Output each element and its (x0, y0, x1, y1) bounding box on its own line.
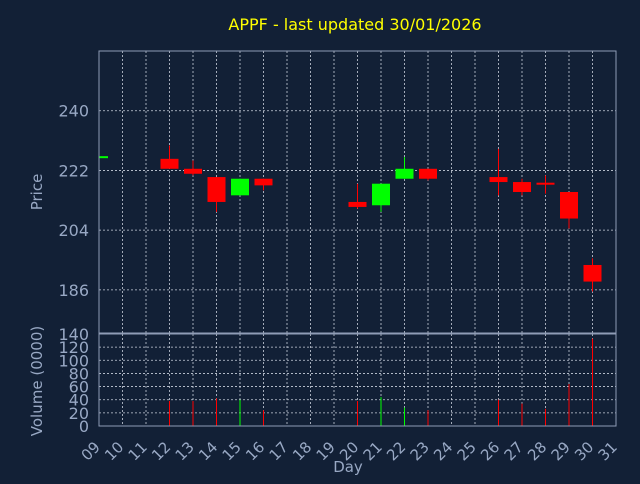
candle-body (536, 182, 555, 185)
volume-y-tick-label: 80 (69, 364, 89, 383)
candle-23 (419, 168, 437, 181)
x-tick-label: 26 (477, 438, 503, 464)
candle-body (583, 264, 602, 282)
volume-y-tick-label: 40 (69, 391, 89, 410)
candle-09 (99, 156, 108, 159)
candle-22 (395, 157, 414, 179)
candle-29 (560, 192, 578, 229)
x-tick-label: 17 (266, 438, 292, 464)
price-candles (99, 145, 602, 292)
x-tick-label: 23 (407, 438, 433, 464)
price-y-tick-label: 222 (58, 161, 89, 180)
volume-y-tick-label: 20 (69, 404, 89, 423)
candle-body (99, 156, 108, 159)
x-tick-label: 24 (430, 438, 456, 464)
x-tick-label: 12 (148, 438, 174, 464)
price-y-tick-label: 204 (58, 221, 89, 240)
price-y-tick-label: 240 (58, 102, 89, 121)
volume-bars (169, 338, 593, 426)
volume-plot-frame (98, 333, 617, 427)
x-tick-label: 14 (195, 438, 221, 464)
x-tick-label: 30 (571, 438, 597, 464)
candle-body (348, 201, 367, 207)
x-tick-label: 16 (242, 438, 268, 464)
volume-y-tick-label: 120 (58, 338, 89, 357)
candle-body (231, 178, 249, 196)
candle-body (560, 192, 578, 219)
x-tick-label: 09 (78, 438, 104, 464)
candle-27 (513, 178, 531, 196)
x-tick-label: 29 (548, 438, 574, 464)
volume-y-tick-label: 0 (79, 417, 89, 436)
x-tick-label: 31 (595, 438, 621, 464)
x-tick-label: 25 (454, 438, 480, 464)
price-y-tick-labels: 186 204 222 240 (58, 102, 89, 300)
candle-21 (372, 183, 390, 212)
chart-title: APPF - last updated 30/01/2026 (228, 15, 481, 34)
price-plot-frame (98, 50, 617, 334)
candle-12 (160, 145, 179, 169)
x-tick-label: 27 (501, 438, 527, 464)
candle-body (207, 177, 226, 202)
volume-axis-label: Volume (0000) (28, 326, 46, 436)
candle-body (513, 182, 531, 192)
x-tick-label: 11 (125, 438, 151, 464)
candle-15 (231, 178, 249, 196)
candle-30 (583, 258, 602, 292)
volume-y-tick-label: 60 (69, 378, 89, 397)
candle-body (184, 168, 202, 174)
candle-body (419, 168, 437, 179)
candle-body (489, 177, 508, 183)
x-tick-label: 13 (172, 438, 198, 464)
candle-body (254, 178, 273, 186)
x-tick-label: 22 (383, 438, 409, 464)
price-axis-label: Price (28, 174, 46, 211)
candle-13 (184, 160, 202, 176)
candle-16 (254, 178, 273, 191)
candle-20 (348, 183, 367, 209)
x-tick-label: 21 (360, 438, 386, 464)
x-tick-label: 10 (101, 438, 127, 464)
candle-body (372, 183, 390, 206)
x-tick-label: 18 (289, 438, 315, 464)
volume-y-tick-label: 100 (58, 351, 89, 370)
candle-26 (489, 148, 508, 196)
x-tick-label: 15 (219, 438, 245, 464)
candle-body (160, 158, 179, 169)
candle-28 (536, 175, 555, 194)
candle-14 (207, 177, 226, 212)
price-y-tick-label: 186 (58, 281, 89, 300)
x-tick-label: 28 (524, 438, 550, 464)
volume-y-tick-label: 140 (58, 325, 89, 344)
candle-body (395, 168, 414, 179)
x-axis-label: Day (333, 458, 363, 476)
